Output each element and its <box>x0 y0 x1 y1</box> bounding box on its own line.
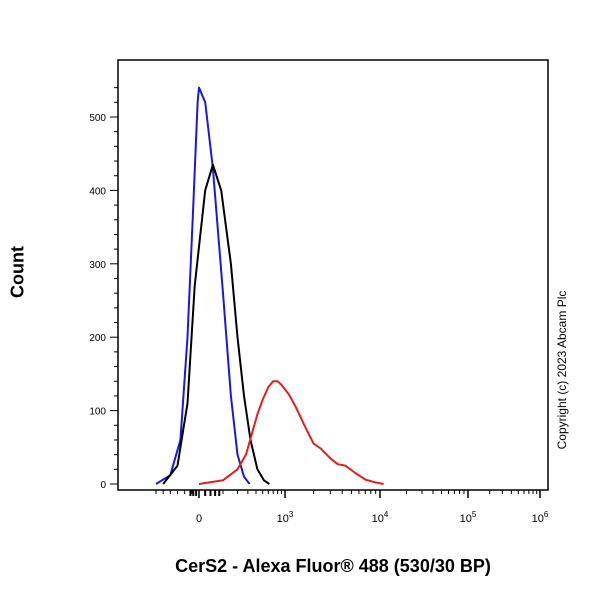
copyright-wrap: Copyright (c) 2023 Abcam Plc <box>555 291 569 450</box>
y-tick-label: 300 <box>89 260 106 271</box>
y-axis-label-wrap: Count <box>8 246 28 298</box>
x-tick-label: 104 <box>372 510 389 525</box>
x-axis-label: CerS2 - Alexa Fluor® 488 (530/30 BP) <box>175 556 491 576</box>
histogram-line-3 <box>198 380 384 485</box>
histogram-line-1 <box>155 86 251 485</box>
y-tick-label: 500 <box>89 113 106 124</box>
y-tick-label: 400 <box>89 186 106 197</box>
y-tick-label: 0 <box>100 480 106 491</box>
y-axis-label: Count <box>7 246 28 298</box>
x-tick-label: 0 <box>196 513 202 525</box>
y-tick-label: 100 <box>89 407 106 418</box>
histogram-line-2 <box>162 163 270 485</box>
y-tick-label: 200 <box>89 333 106 344</box>
y-axis: 0 100 200 300 400 500 <box>89 87 118 491</box>
x-tick-label: 105 <box>460 510 477 525</box>
series-layer <box>155 86 384 485</box>
x-axis: 0 103 104 105 106 <box>155 490 549 525</box>
x-tick-label: 106 <box>532 510 549 525</box>
copyright-annotation: Copyright (c) 2023 Abcam Plc <box>555 290 569 450</box>
plot-frame <box>117 59 549 491</box>
x-tick-label: 103 <box>277 510 294 525</box>
